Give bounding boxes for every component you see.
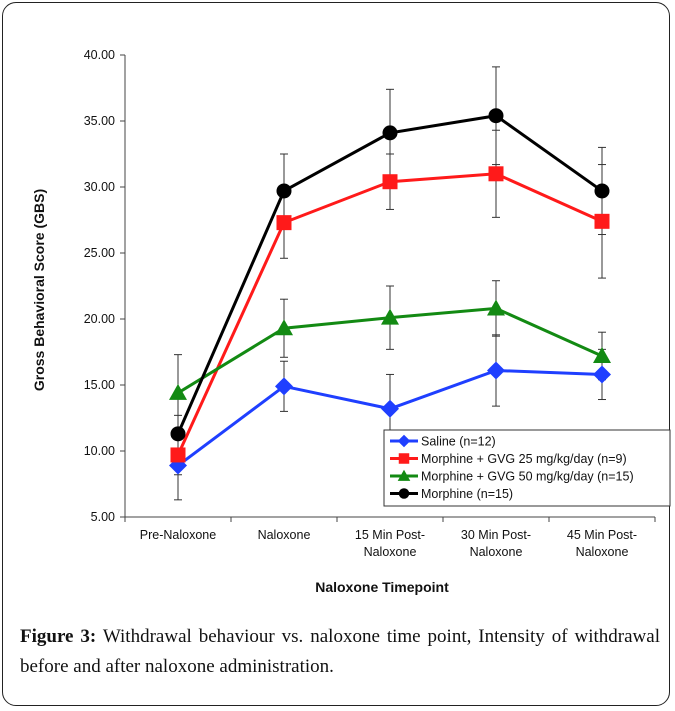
chart-plot-area bbox=[169, 66, 611, 501]
x-axis-label: Naloxone Timepoint bbox=[315, 579, 449, 595]
x-tick-label-line: Naloxone bbox=[364, 545, 417, 559]
data-point bbox=[169, 383, 187, 400]
y-tick-label: 25.00 bbox=[84, 246, 115, 260]
legend-label: Morphine + GVG 50 mg/kg/day (n=15) bbox=[421, 470, 634, 484]
y-tick-label: 40.00 bbox=[84, 48, 115, 62]
data-point bbox=[488, 108, 504, 124]
x-tick-label-line: Naloxone bbox=[576, 545, 629, 559]
data-point bbox=[275, 377, 293, 396]
data-point bbox=[170, 426, 186, 442]
y-axis-label: Gross Behavioral Score (GBS) bbox=[31, 189, 47, 391]
figure-frame bbox=[2, 2, 670, 706]
chart-legend: Saline (n=12) Morphine + GVG 25 mg/kg/day… bbox=[383, 429, 671, 507]
y-tick-label: 35.00 bbox=[84, 114, 115, 128]
x-tick-label-line: 15 Min Post- bbox=[355, 528, 425, 542]
chart-axes: 5.00 10.00 15.00 20.00 25.00 30.00 35.00 40.00 P… bbox=[84, 48, 656, 559]
data-point bbox=[276, 183, 292, 199]
x-tick-label-line: Naloxone bbox=[470, 545, 523, 559]
y-tick-label: 20.00 bbox=[84, 312, 115, 326]
legend-marker bbox=[398, 453, 410, 464]
x-tick-label: 45 Min Post- Naloxone bbox=[567, 528, 637, 559]
data-point bbox=[275, 319, 293, 336]
x-tick-label: 15 Min Post- Naloxone bbox=[355, 528, 425, 559]
y-tick-label: 10.00 bbox=[84, 444, 115, 458]
x-tick-label: Pre-Naloxone bbox=[140, 528, 216, 542]
data-point bbox=[487, 361, 505, 380]
data-point bbox=[488, 166, 504, 182]
legend-label: Morphine + GVG 25 mg/kg/day (n=9) bbox=[421, 452, 627, 466]
data-point bbox=[594, 213, 610, 229]
data-point bbox=[487, 299, 505, 316]
line-chart: 5.00 10.00 15.00 20.00 25.00 30.00 35.00 40.00 P… bbox=[31, 48, 671, 595]
figure-caption: Figure 3: Withdrawal behaviour vs. nalox… bbox=[20, 622, 660, 682]
data-point bbox=[382, 125, 398, 141]
data-point bbox=[593, 346, 611, 363]
caption-label: Figure 3: bbox=[20, 626, 97, 647]
x-tick-label-line: Pre-Naloxone bbox=[140, 528, 216, 542]
data-point bbox=[382, 174, 398, 190]
data-point bbox=[170, 447, 186, 463]
x-tick-label-line: 30 Min Post- bbox=[461, 528, 531, 542]
y-tick-label: 30.00 bbox=[84, 180, 115, 194]
caption-text: Withdrawal behaviour vs. naloxone time p… bbox=[20, 626, 660, 677]
data-point bbox=[593, 365, 611, 384]
y-tick-label: 15.00 bbox=[84, 378, 115, 392]
data-point bbox=[381, 308, 399, 325]
legend-marker bbox=[397, 469, 411, 481]
x-tick-label: Naloxone bbox=[258, 528, 311, 542]
data-point bbox=[594, 183, 610, 199]
legend-label: Saline (n=12) bbox=[421, 435, 496, 449]
x-tick-label-line: Naloxone bbox=[258, 528, 311, 542]
legend-marker bbox=[398, 488, 410, 499]
x-tick-label: 30 Min Post- Naloxone bbox=[461, 528, 531, 559]
legend-box bbox=[383, 429, 671, 507]
legend-label: Morphine (n=15) bbox=[421, 487, 513, 501]
data-point bbox=[276, 215, 292, 231]
x-tick-label-line: 45 Min Post- bbox=[567, 528, 637, 542]
y-tick-label: 5.00 bbox=[91, 510, 115, 524]
data-point bbox=[381, 399, 399, 418]
